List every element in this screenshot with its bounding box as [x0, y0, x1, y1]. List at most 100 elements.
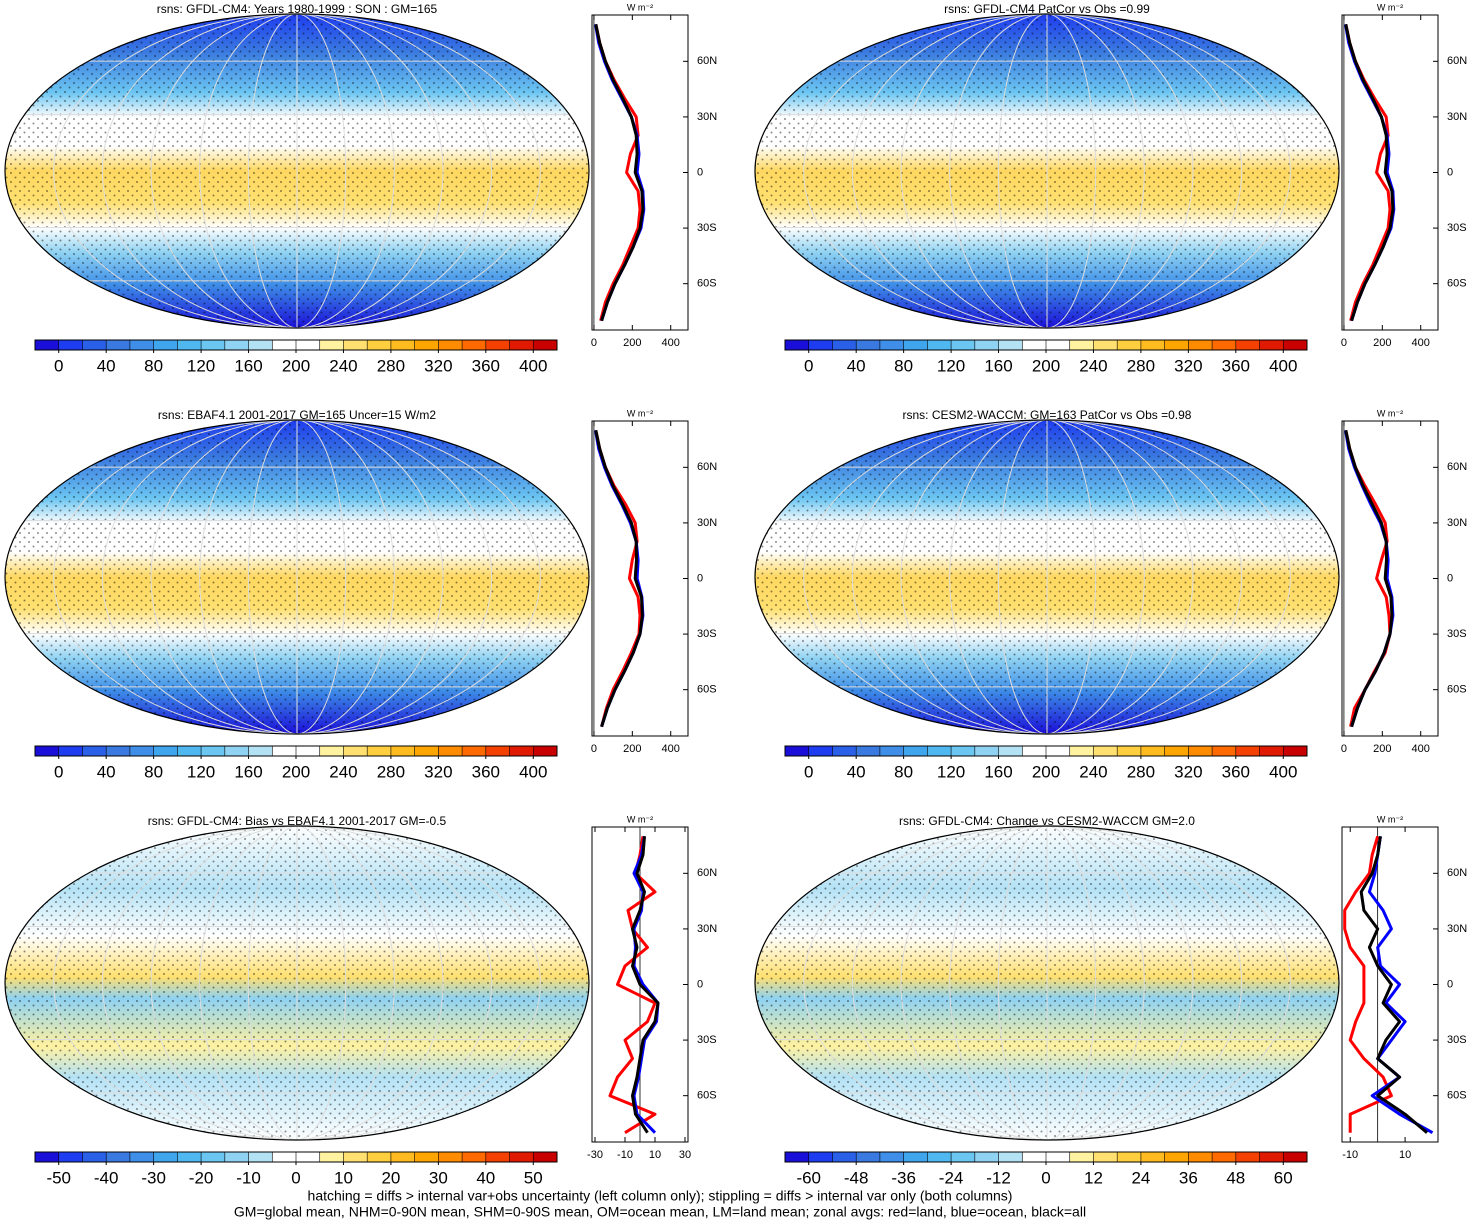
colorbar-label: 200 [282, 356, 310, 375]
meridian [150, 420, 444, 734]
colorbar-label: 240 [1079, 762, 1107, 781]
colorbar-box [832, 746, 857, 756]
y-tick-label: 30S [697, 628, 717, 640]
meridian [851, 826, 1243, 1140]
x-tick-label: 0 [591, 337, 597, 349]
unit-label: W m⁻² [1377, 814, 1403, 824]
colorbar-box [974, 1152, 999, 1162]
colorbar-label: 200 [1032, 356, 1060, 375]
y-tick-label: 60N [697, 55, 717, 67]
footer-note: hatching = diffs > internal var+obs unce… [308, 1188, 1013, 1204]
colorbar-box [272, 746, 297, 756]
colorbar-box [390, 1152, 415, 1162]
colorbar-box [129, 340, 154, 350]
colorbar-box [1069, 340, 1094, 350]
colorbar-box [1140, 1152, 1165, 1162]
colorbar-label: 40 [97, 356, 116, 375]
colorbar-box [319, 746, 344, 756]
colorbar-box [35, 1152, 60, 1162]
y-tick-label: 60N [697, 867, 717, 879]
colorbar-box [998, 1152, 1023, 1162]
colorbar-box [177, 340, 202, 350]
panel: rsns: GFDL-CM4: Change vs CESM2-WACCM GM… [754, 814, 1467, 1187]
y-tick-label: 30N [1447, 923, 1467, 935]
colorbar-box [951, 1152, 976, 1162]
colorbar-label: -10 [236, 1168, 261, 1187]
colorbar-label: -24 [939, 1168, 964, 1187]
colorbar-box [785, 340, 810, 350]
colorbar-label: 0 [804, 356, 813, 375]
colorbar-box [1283, 746, 1308, 756]
colorbar-label: 280 [1127, 356, 1155, 375]
zonal-line [594, 429, 644, 728]
y-tick-label: 30N [697, 111, 717, 123]
colorbar-box [343, 340, 368, 350]
colorbar-box [903, 1152, 928, 1162]
meridian [949, 826, 1145, 1140]
colorbar-box [201, 1152, 226, 1162]
colorbar-box [201, 340, 226, 350]
meridian [247, 420, 347, 734]
colorbar-box [343, 1152, 368, 1162]
colorbar-box [1093, 746, 1118, 756]
colorbar-label: 160 [984, 356, 1012, 375]
meridian [247, 826, 347, 1140]
meridian [53, 420, 541, 734]
colorbar-box [248, 1152, 273, 1162]
colorbar-box [1259, 1152, 1284, 1162]
colorbar-box [153, 340, 178, 350]
colorbar-label: 360 [472, 762, 500, 781]
panel: rsns: CESM2-WACCM: GM=163 PatCor vs Obs … [754, 408, 1467, 781]
colorbar-label: 320 [424, 356, 452, 375]
colorbar-box [1235, 340, 1260, 350]
colorbar-box [58, 340, 83, 350]
colorbar-box [82, 340, 107, 350]
colorbar-box [438, 1152, 463, 1162]
colorbar-label: 360 [1222, 356, 1250, 375]
map-border [4, 419, 590, 735]
colorbar-box [856, 746, 881, 756]
colorbar-box [224, 1152, 249, 1162]
map [5, 826, 589, 1140]
x-tick-label: 200 [1373, 337, 1391, 349]
colorbar-label: -20 [189, 1168, 214, 1187]
meridian [150, 826, 444, 1140]
colorbar-box [533, 746, 558, 756]
colorbar-box [1022, 746, 1047, 756]
colorbar-label: 40 [476, 1168, 495, 1187]
colorbar-box [785, 746, 810, 756]
colorbar-box [106, 1152, 131, 1162]
colorbar-box [903, 746, 928, 756]
y-tick-label: 60S [697, 1090, 717, 1102]
colorbar-box [1046, 340, 1071, 350]
x-tick-label: 10 [1399, 1149, 1411, 1161]
colorbar-box [224, 340, 249, 350]
colorbar-box [248, 746, 273, 756]
colorbar-box [58, 1152, 83, 1162]
colorbar-label: 48 [1226, 1168, 1245, 1187]
meridian [803, 826, 1291, 1140]
meridian [199, 14, 395, 328]
colorbar-box [927, 340, 952, 350]
colorbar-label: 10 [334, 1168, 353, 1187]
panel-title: rsns: GFDL-CM4: Change vs CESM2-WACCM GM… [899, 814, 1195, 828]
colorbar-box [390, 746, 415, 756]
colorbar-box [1188, 746, 1213, 756]
y-tick-label: 60S [697, 684, 717, 696]
colorbar-box [1164, 746, 1189, 756]
colorbar-box [1212, 1152, 1237, 1162]
y-tick-label: 0 [1447, 572, 1453, 584]
colorbar-label: 320 [1174, 762, 1202, 781]
colorbar-box [1140, 746, 1165, 756]
colorbar-label: 280 [377, 762, 405, 781]
meridian [803, 420, 1291, 734]
y-tick-label: 60S [1447, 1090, 1467, 1102]
x-tick-label: 30 [679, 1149, 691, 1161]
colorbar-box [1259, 340, 1284, 350]
colorbar-box [35, 746, 60, 756]
panel-title: rsns: CESM2-WACCM: GM=163 PatCor vs Obs … [903, 408, 1192, 422]
colorbar-label: 40 [847, 762, 866, 781]
colorbar-label: 0 [804, 762, 813, 781]
colorbar-box [533, 340, 558, 350]
